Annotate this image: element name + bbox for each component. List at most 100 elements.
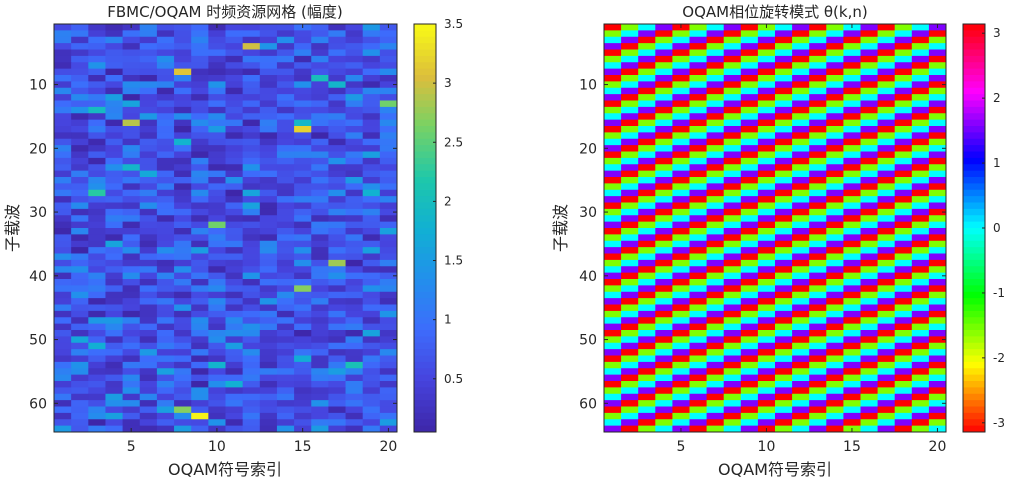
- heatmap-cell: [259, 138, 278, 146]
- heatmap-cell: [826, 30, 844, 38]
- heatmap-cell: [894, 151, 913, 159]
- heatmap-cell: [105, 157, 123, 165]
- heatmap-cell: [723, 298, 742, 305]
- heatmap-cell: [757, 228, 776, 235]
- heatmap-cell: [294, 164, 312, 172]
- heatmap-cell: [740, 291, 759, 299]
- heatmap-cell: [860, 228, 878, 235]
- heatmap-cell: [88, 374, 106, 382]
- heatmap-cell: [294, 202, 312, 210]
- heatmap-cell: [208, 298, 226, 305]
- heatmap-cell: [638, 196, 656, 203]
- heatmap-cell: [809, 381, 827, 388]
- heatmap-cell: [345, 406, 364, 414]
- heatmap-cell: [911, 228, 930, 235]
- colorbar-segment: [963, 106, 985, 114]
- heatmap-cell: [843, 253, 861, 261]
- heatmap-cell: [242, 113, 261, 121]
- heatmap-cell: [689, 406, 707, 414]
- heatmap-cell: [655, 68, 673, 76]
- heatmap-cell: [604, 196, 622, 203]
- heatmap-cell: [672, 132, 690, 140]
- heatmap-cell: [792, 342, 810, 350]
- heatmap-cell: [775, 24, 793, 31]
- heatmap-cell: [740, 298, 759, 305]
- heatmap-cell: [139, 425, 158, 433]
- heatmap-cell: [911, 317, 930, 325]
- heatmap-cell: [139, 247, 158, 254]
- heatmap-cell: [362, 368, 381, 376]
- heatmap-cell: [809, 183, 827, 191]
- heatmap-cell: [379, 419, 398, 427]
- heatmap-cell: [706, 355, 725, 363]
- heatmap-cell: [225, 208, 244, 216]
- heatmap-cell: [225, 361, 244, 369]
- colorbar-segment: [963, 387, 985, 395]
- heatmap-cell: [723, 177, 742, 184]
- heatmap-cell: [706, 157, 725, 165]
- heatmap-cell: [191, 247, 209, 254]
- heatmap-cell: [638, 361, 656, 369]
- y-tick-label: 10: [29, 78, 47, 94]
- heatmap-cell: [294, 43, 312, 50]
- heatmap-cell: [860, 272, 878, 280]
- heatmap-cell: [621, 355, 639, 363]
- heatmap-cell: [843, 342, 861, 350]
- heatmap-cell: [242, 177, 261, 184]
- heatmap-cell: [379, 259, 398, 267]
- heatmap-cell: [208, 387, 226, 395]
- heatmap-cell: [655, 406, 673, 414]
- colorbar-segment: [414, 164, 436, 172]
- heatmap-cell: [809, 387, 827, 395]
- heatmap-cell: [311, 49, 329, 57]
- heatmap-cell: [792, 183, 810, 191]
- colorbar-segment: [414, 393, 436, 401]
- heatmap-cell: [276, 100, 295, 108]
- heatmap-cell: [621, 138, 639, 146]
- heatmap-cell: [621, 234, 639, 242]
- heatmap-cell: [294, 30, 312, 38]
- heatmap-cell: [775, 126, 793, 133]
- heatmap-cell: [88, 387, 106, 395]
- heatmap-cell: [362, 279, 381, 286]
- heatmap-cell: [208, 310, 226, 318]
- heatmap-cell: [328, 49, 346, 57]
- heatmap-cell: [638, 81, 656, 89]
- heatmap-cell: [225, 75, 244, 82]
- heatmap-cell: [723, 151, 742, 159]
- colorbar-segment: [963, 247, 985, 254]
- heatmap-cell: [757, 253, 776, 261]
- heatmap-cell: [860, 81, 878, 89]
- heatmap-cell: [139, 228, 158, 235]
- heatmap-cell: [71, 349, 89, 356]
- heatmap-cell: [122, 342, 141, 350]
- heatmap-cell: [877, 157, 896, 165]
- heatmap-cell: [156, 196, 175, 203]
- heatmap-cell: [362, 361, 381, 369]
- heatmap-cell: [54, 202, 72, 210]
- heatmap-cell: [54, 100, 72, 108]
- heatmap-cell: [54, 387, 72, 395]
- colorbar-segment: [414, 68, 436, 76]
- heatmap-cell: [809, 30, 827, 38]
- heatmap-cell: [259, 151, 278, 159]
- heatmap-cell: [242, 374, 261, 382]
- heatmap-cell: [328, 336, 346, 344]
- heatmap-cell: [276, 228, 295, 235]
- heatmap-cell: [672, 361, 690, 369]
- heatmap-cell: [276, 406, 295, 414]
- heatmap-cell: [809, 406, 827, 414]
- colorbar-segment: [414, 381, 436, 388]
- heatmap-cell: [156, 202, 175, 210]
- heatmap-cell: [860, 208, 878, 216]
- heatmap-cell: [259, 298, 278, 305]
- heatmap-cell: [911, 298, 930, 305]
- heatmap-cell: [294, 49, 312, 57]
- heatmap-cell: [757, 81, 776, 89]
- heatmap-cell: [71, 119, 89, 127]
- heatmap-cell: [225, 106, 244, 114]
- heatmap-cell: [328, 304, 346, 312]
- heatmap-cell: [723, 81, 742, 89]
- heatmap-cell: [139, 400, 158, 407]
- heatmap-cell: [122, 157, 141, 165]
